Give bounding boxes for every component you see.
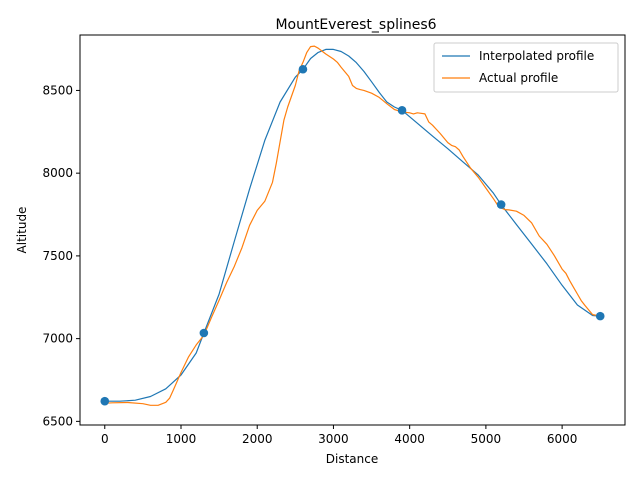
knot-point bbox=[595, 311, 605, 321]
knot-point bbox=[199, 328, 209, 338]
x-tick-label: 2000 bbox=[242, 432, 273, 446]
x-tick-label: 6000 bbox=[547, 432, 578, 446]
x-tick-label: 5000 bbox=[471, 432, 502, 446]
y-tick-label: 8000 bbox=[42, 166, 73, 180]
x-axis-label: Distance bbox=[326, 452, 378, 466]
knot-point bbox=[100, 396, 110, 406]
y-tick-label: 6500 bbox=[42, 414, 73, 428]
knot-point bbox=[496, 200, 506, 209]
plot-frame bbox=[79, 34, 626, 426]
series-line-actual bbox=[104, 45, 601, 406]
y-axis-label: Altitude bbox=[15, 207, 29, 254]
legend-box bbox=[433, 42, 619, 93]
series-line-interpolated bbox=[104, 48, 601, 402]
knot-point bbox=[298, 64, 308, 74]
x-tick-label: 0 bbox=[101, 432, 109, 446]
legend: Interpolated profile Actual profile bbox=[433, 42, 619, 93]
legend-label-interpolated: Interpolated profile bbox=[479, 49, 594, 63]
y-tick-label: 7000 bbox=[42, 332, 73, 346]
legend-label-actual: Actual profile bbox=[479, 71, 558, 85]
knot-point bbox=[397, 105, 407, 115]
chart-title: MountEverest_splines6 bbox=[275, 17, 436, 33]
x-tick-label: 3000 bbox=[318, 432, 349, 446]
y-tick-label: 7500 bbox=[42, 249, 73, 263]
x-tick-label: 4000 bbox=[394, 432, 425, 446]
x-tick-label: 1000 bbox=[166, 432, 197, 446]
y-tick-label: 8500 bbox=[42, 83, 73, 97]
